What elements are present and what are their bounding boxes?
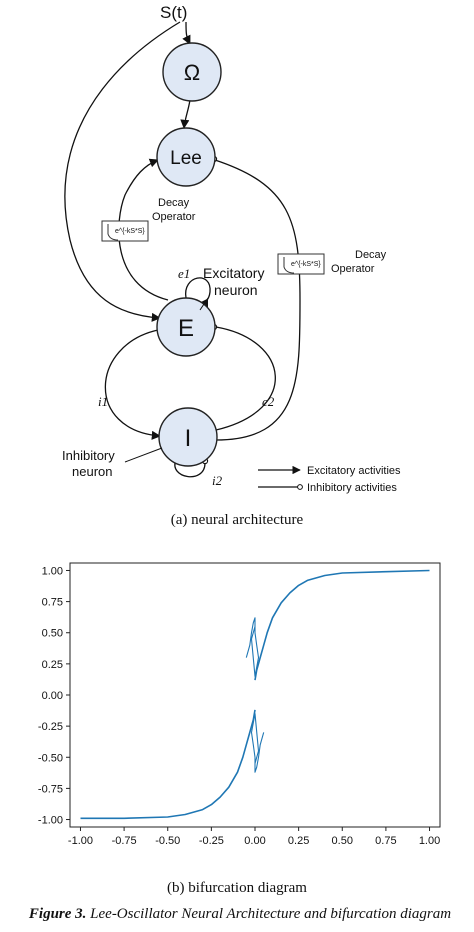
y-tick-label: 0.25 bbox=[42, 659, 63, 671]
decay-right-label-line1: Decay bbox=[355, 249, 387, 261]
edge-label-i1: i1 bbox=[98, 394, 108, 409]
decay-operator-right: e^{-kS*S} Decay Operator bbox=[277, 249, 387, 275]
edge-input-e bbox=[64, 21, 181, 322]
decay-right-formula: e^{-kS*S} bbox=[291, 261, 321, 268]
x-tick-label: 0.50 bbox=[332, 835, 353, 847]
inhibitory-pointer bbox=[124, 447, 163, 463]
caption-bifurcation-diagram: (b) bifurcation diagram bbox=[167, 880, 307, 896]
y-tick-label: 1.00 bbox=[42, 565, 63, 577]
input-signal-label: S(t) bbox=[160, 3, 187, 22]
x-tick-label: -0.75 bbox=[112, 835, 137, 847]
decay-left-label-line2: Operator bbox=[152, 211, 196, 223]
x-tick-label: -0.50 bbox=[155, 835, 180, 847]
y-tick-label: 0.50 bbox=[42, 628, 63, 640]
excitatory-pointer bbox=[199, 297, 209, 311]
x-tick-label: -0.25 bbox=[199, 835, 224, 847]
x-tick-label: 0.00 bbox=[244, 835, 265, 847]
x-tick-label: 0.25 bbox=[288, 835, 309, 847]
series-line-1 bbox=[254, 569, 430, 681]
edge-i-lee bbox=[214, 159, 301, 441]
node-omega: Ω bbox=[162, 42, 222, 102]
excitatory-neuron-label-line1: Excitatory bbox=[203, 265, 264, 281]
edge-e-i bbox=[104, 329, 161, 440]
figure-caption-prefix: Figure 3. bbox=[28, 906, 87, 922]
node-i-label: I bbox=[185, 425, 192, 452]
node-lee-label: Lee bbox=[170, 148, 202, 169]
plot-frame bbox=[69, 562, 441, 828]
neural-architecture-diagram: S(t) Ω Lee E I e^{-kS*S} Decay Opera bbox=[62, 3, 401, 494]
node-i: I bbox=[158, 407, 218, 467]
node-e: E bbox=[156, 297, 216, 357]
edge-e-lee bbox=[118, 158, 169, 301]
edge-omega-lee bbox=[180, 99, 191, 129]
inhibitory-neuron-label-line1: Inhibitory bbox=[62, 448, 115, 463]
y-tick-label: 0.75 bbox=[42, 597, 63, 609]
chart-marks bbox=[80, 569, 430, 820]
node-e-label: E bbox=[178, 315, 194, 342]
edge-label-i2: i2 bbox=[212, 473, 223, 488]
excitatory-neuron-label-line2: neuron bbox=[214, 282, 258, 298]
series-line-3 bbox=[250, 713, 265, 773]
caption-neural-architecture: (a) neural architecture bbox=[170, 512, 304, 528]
y-tick-label: -0.50 bbox=[38, 752, 63, 764]
node-omega-label: Ω bbox=[184, 60, 200, 85]
series-line-2 bbox=[245, 617, 260, 677]
node-lee: Lee bbox=[156, 127, 216, 187]
x-tick-label: -1.00 bbox=[68, 835, 93, 847]
x-tick-label: 0.75 bbox=[375, 835, 396, 847]
y-tick-label: 0.00 bbox=[42, 690, 63, 702]
legend-excitatory-label: Excitatory activities bbox=[307, 465, 401, 477]
x-tick-label: 1.00 bbox=[419, 835, 440, 847]
decay-left-label-line1: Decay bbox=[158, 197, 190, 209]
edge-label-e1: e1 bbox=[178, 266, 190, 281]
decay-operator-left: e^{-kS*S} Decay Operator bbox=[101, 197, 196, 242]
edge-label-e2: e2 bbox=[262, 394, 275, 409]
edge-input-omega bbox=[182, 21, 191, 45]
y-tick-label: -0.25 bbox=[38, 721, 63, 733]
y-tick-label: -0.75 bbox=[38, 783, 63, 795]
figure-caption-text: Lee-Oscillator Neural Architecture and b… bbox=[90, 906, 452, 922]
inhibitory-neuron-label-line2: neuron bbox=[72, 464, 112, 479]
diagram-legend: Excitatory activities Inhibitory activit… bbox=[258, 465, 401, 494]
chart-axes: -1.00 -0.75 -0.50 -0.25 0.00 0.25 0.50 0.75 1.00… bbox=[38, 562, 441, 847]
figure-caption: Figure 3. Lee-Oscillator Neural Architec… bbox=[0, 906, 474, 923]
legend-inhibitory-label: Inhibitory activities bbox=[307, 482, 397, 494]
edge-i-e bbox=[215, 326, 276, 431]
decay-left-formula: e^{-kS*S} bbox=[115, 228, 145, 235]
bifurcation-chart: -1.00 -0.75 -0.50 -0.25 0.00 0.25 0.50 0.75 1.00… bbox=[38, 562, 441, 847]
edge-e-self bbox=[185, 277, 211, 308]
series-line-0 bbox=[80, 709, 256, 820]
edge-i-self bbox=[174, 459, 206, 478]
y-tick-label: -1.00 bbox=[38, 815, 63, 827]
decay-right-label-line2: Operator bbox=[331, 263, 375, 275]
